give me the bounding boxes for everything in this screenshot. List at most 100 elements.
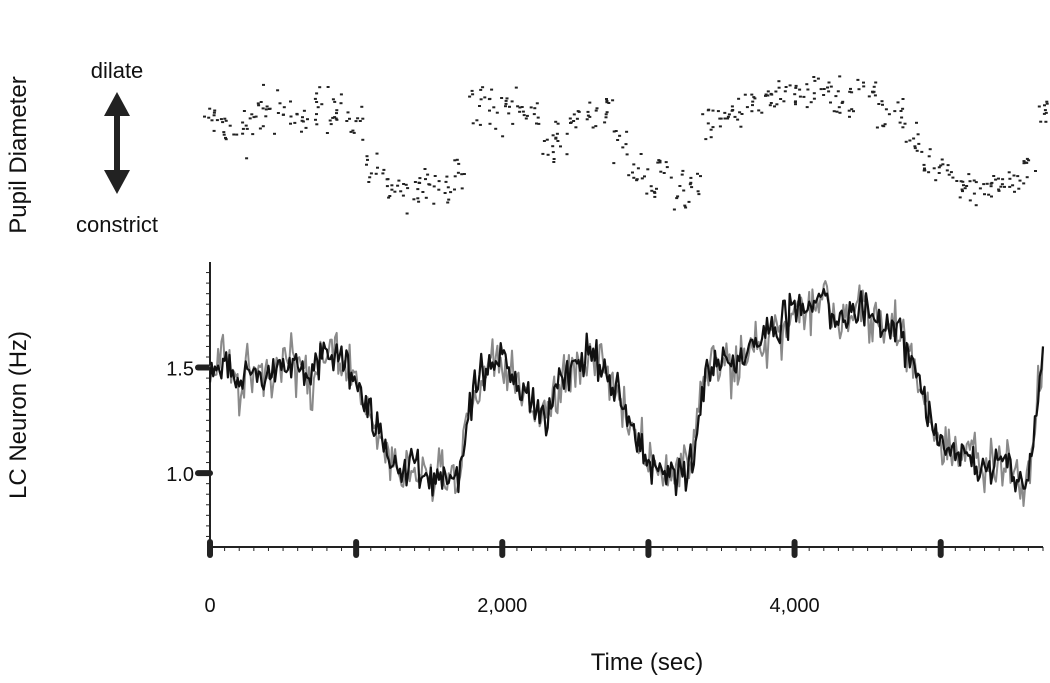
pupil-point xyxy=(962,184,965,187)
pupil-point xyxy=(565,132,569,135)
pupil-point xyxy=(972,192,976,195)
pupil-point xyxy=(913,145,917,148)
pupil-point xyxy=(753,97,757,100)
pupil-point xyxy=(611,99,615,102)
pupil-point xyxy=(432,202,436,205)
pupil-point xyxy=(349,130,353,133)
pupil-point xyxy=(261,107,265,110)
pupil-point xyxy=(880,100,884,103)
pupil-point xyxy=(605,98,608,100)
pupil-point xyxy=(777,80,781,83)
pupil-point xyxy=(413,181,417,183)
pupil-point xyxy=(585,118,589,121)
pupil-point xyxy=(658,159,662,162)
pupil-point xyxy=(575,117,579,120)
pupil-point xyxy=(219,118,223,121)
pupil-point xyxy=(443,192,447,194)
pupil-point xyxy=(293,121,297,124)
pupil-point xyxy=(449,191,453,194)
pupil-point xyxy=(632,163,636,166)
pupil-point xyxy=(850,108,854,111)
pupil-point xyxy=(987,193,991,196)
pupil-point xyxy=(750,93,754,96)
pupil-point xyxy=(424,178,427,181)
pupil-point xyxy=(221,121,225,124)
pupil-point xyxy=(794,84,798,87)
pupil-point xyxy=(793,93,797,96)
pupil-point xyxy=(829,85,833,88)
pupil-point xyxy=(908,139,912,142)
pupil-point xyxy=(607,102,611,104)
pupil-point xyxy=(893,110,897,113)
pupil-point xyxy=(446,186,450,189)
x-tick-label: 2,000 xyxy=(477,595,527,617)
pupil-point xyxy=(289,115,293,118)
pupil-point xyxy=(556,140,560,142)
pupil-point xyxy=(320,103,324,106)
pupil-point xyxy=(222,133,226,136)
pupil-point xyxy=(588,101,592,104)
pupil-point xyxy=(730,105,734,108)
pupil-point xyxy=(678,185,682,187)
pupil-point xyxy=(960,188,964,191)
pupil-point xyxy=(241,127,245,130)
pupil-point xyxy=(222,131,226,134)
pupil-point xyxy=(750,110,754,113)
pupil-point xyxy=(535,122,538,125)
pupil-point xyxy=(704,138,708,141)
pupil-point xyxy=(313,97,317,100)
pupil-point xyxy=(822,88,826,90)
pupil-point xyxy=(775,103,779,106)
pupil-point xyxy=(281,113,285,116)
pupil-point xyxy=(915,149,919,152)
pupil-point xyxy=(689,181,693,184)
pupil-point xyxy=(624,143,628,146)
pupil-point xyxy=(826,86,829,89)
pupil-point xyxy=(399,190,403,193)
pupil-point xyxy=(254,115,258,118)
pupil-point xyxy=(295,112,299,115)
pupil-point xyxy=(306,118,309,121)
pupil-point xyxy=(248,117,252,120)
pupil-point xyxy=(494,127,498,130)
pupil-point xyxy=(460,187,464,190)
pupil-point xyxy=(554,120,558,123)
pupil-point xyxy=(518,106,522,109)
pupil-point xyxy=(289,122,292,125)
pupil-point xyxy=(223,117,227,120)
pupil-point xyxy=(784,86,788,88)
pupil-point xyxy=(356,117,360,120)
pupil-point xyxy=(490,88,494,91)
pupil-point xyxy=(923,167,926,170)
pupil-point xyxy=(709,128,713,131)
pupil-point xyxy=(478,123,482,126)
pupil-point xyxy=(650,189,654,192)
pupil-point xyxy=(339,93,343,96)
pupil-point xyxy=(418,182,422,184)
pupil-point xyxy=(770,93,774,96)
pupil-point xyxy=(723,111,727,114)
pupil-point xyxy=(798,95,802,98)
pupil-point xyxy=(658,161,662,164)
pupil-point xyxy=(900,116,904,119)
pupil-point xyxy=(351,129,355,132)
pupil-point xyxy=(501,135,505,138)
pupil-point xyxy=(555,132,559,135)
pupil-point xyxy=(835,110,839,113)
pupil-point xyxy=(559,145,562,148)
pupil-point xyxy=(946,164,950,167)
lc-trace-light xyxy=(209,280,1044,507)
pupil-point xyxy=(813,79,817,82)
pupil-point xyxy=(1042,112,1046,115)
pupil-point xyxy=(871,90,874,93)
pupil-point xyxy=(1025,157,1029,160)
pupil-point xyxy=(470,89,474,92)
pupil-point xyxy=(453,159,457,162)
pupil-point xyxy=(788,84,792,87)
pupil-point xyxy=(504,105,507,108)
pupil-point xyxy=(390,184,394,187)
pupil-point xyxy=(1018,179,1022,182)
pupil-point xyxy=(426,173,430,176)
pupil-point xyxy=(766,94,770,97)
pupil-point xyxy=(478,105,481,107)
